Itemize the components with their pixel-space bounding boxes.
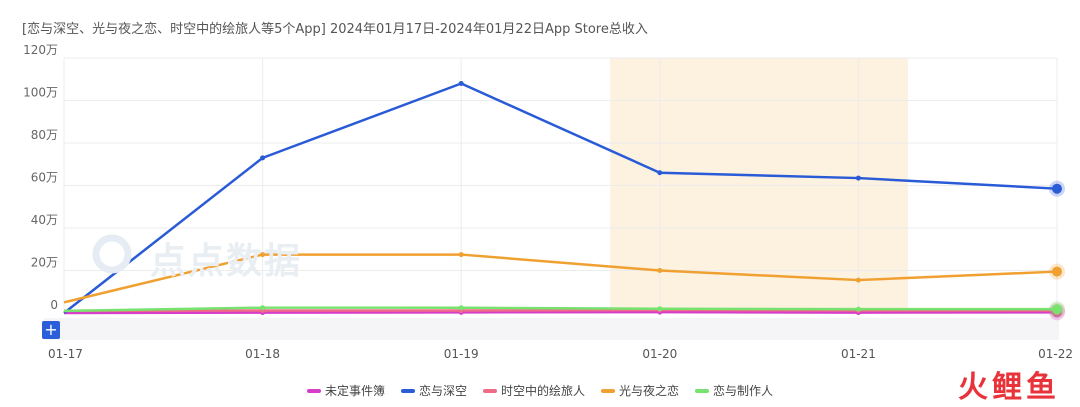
series-point[interactable]	[458, 305, 464, 311]
series-point[interactable]	[657, 268, 663, 273]
chart-legend: 未定事件簿 恋与深空 时空中的绘旅人 光与夜之恋 恋与制作人	[0, 382, 1080, 399]
series-end-point[interactable]	[1052, 183, 1062, 194]
series-point[interactable]	[657, 170, 663, 176]
legend-swatch	[601, 388, 615, 393]
legend-item[interactable]: 恋与制作人	[695, 382, 773, 399]
legend-label: 恋与深空	[418, 384, 467, 398]
series-line	[63, 82, 1058, 314]
legend-item[interactable]: 光与夜之恋	[601, 382, 679, 399]
legend-label: 恋与制作人	[713, 384, 774, 398]
watermark-logo-icon	[92, 234, 132, 274]
legend-swatch	[400, 388, 415, 393]
x-tick-label: 01-21	[841, 347, 876, 361]
series-line	[63, 306, 1057, 313]
y-tick-label: 120万	[23, 43, 58, 57]
add-button[interactable]: +	[42, 321, 60, 339]
series-point[interactable]	[260, 252, 266, 258]
y-tick-label: 0	[50, 298, 58, 312]
legend-swatch	[695, 388, 710, 393]
legend-swatch	[306, 388, 321, 393]
x-tick-label: 01-20	[642, 347, 677, 361]
legend-label: 未定事件簿	[324, 384, 385, 398]
y-tick-label: 20万	[31, 256, 58, 270]
y-tick-label: 80万	[31, 128, 58, 142]
legend-swatch	[482, 388, 497, 393]
series-point[interactable]	[855, 175, 861, 181]
series-point[interactable]	[458, 81, 464, 86]
series-end-point[interactable]	[1052, 266, 1062, 277]
legend-label: 光与夜之恋	[619, 384, 680, 398]
y-tick-label: 40万	[31, 213, 58, 227]
x-tick-label: 01-22	[1038, 347, 1073, 361]
x-tick-label: 01-19	[444, 347, 479, 361]
legend-item[interactable]: 时空中的绘旅人	[482, 382, 585, 399]
series-end-point[interactable]	[1052, 304, 1062, 315]
series-line	[63, 253, 1058, 304]
series-point[interactable]	[855, 306, 861, 312]
y-tick-label: 100万	[23, 86, 58, 100]
legend-item[interactable]: 恋与深空	[400, 382, 467, 399]
y-tick-label: 60万	[31, 171, 58, 185]
x-tick-label: 01-17	[48, 347, 83, 361]
series-point[interactable]	[260, 155, 266, 161]
series-line	[63, 308, 1057, 313]
series-point[interactable]	[855, 277, 861, 283]
series-point[interactable]	[657, 306, 663, 312]
series-point[interactable]	[260, 305, 266, 311]
legend-label: 时空中的绘旅人	[500, 384, 585, 398]
range-slider-track[interactable]	[44, 318, 1059, 340]
series-line	[63, 310, 1058, 315]
x-tick-label: 01-18	[245, 347, 280, 361]
watermark: 点点数据	[150, 241, 303, 282]
brand-logo: 火鲤鱼	[958, 370, 1060, 405]
series-point[interactable]	[458, 252, 464, 258]
legend-item[interactable]: 未定事件簿	[306, 382, 385, 399]
chart-title: [恋与深空、光与夜之恋、时空中的绘旅人等5个App] 2024年01月17日-2…	[22, 22, 648, 37]
